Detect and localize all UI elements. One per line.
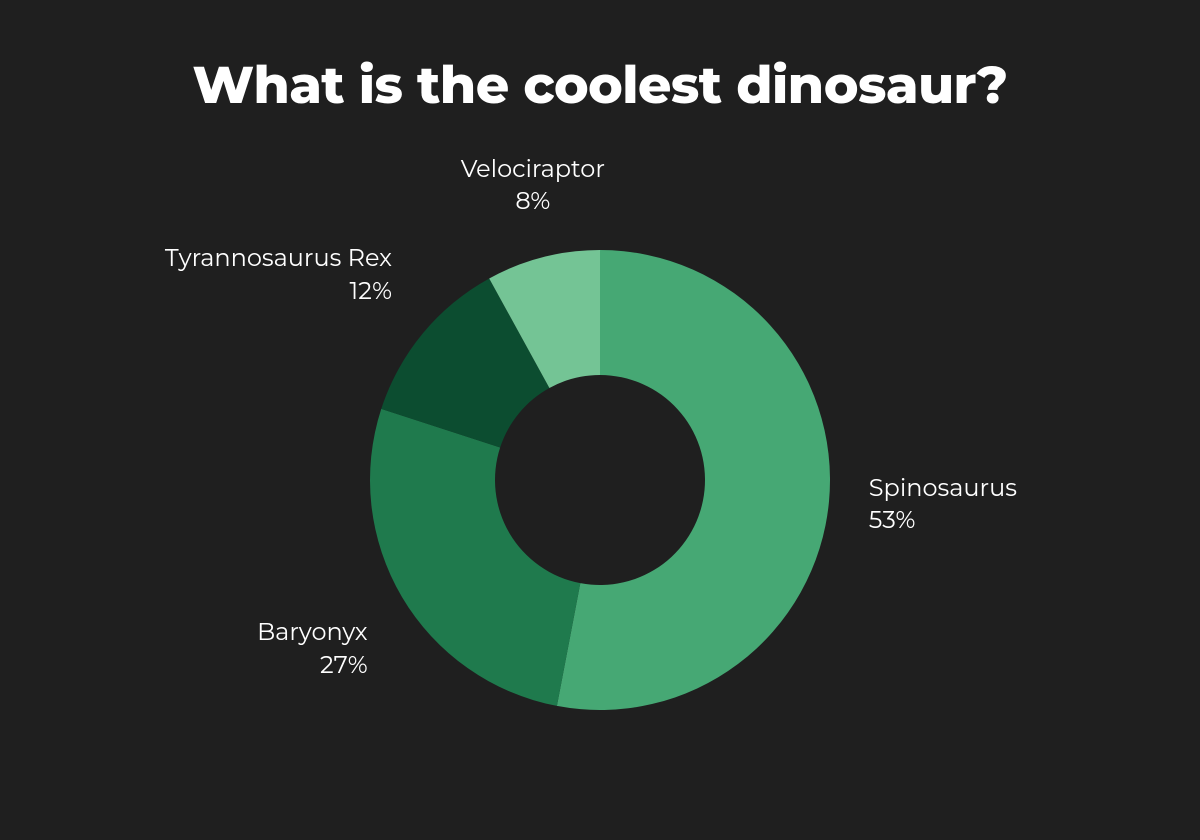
slice-pct: 12%: [132, 276, 392, 308]
slice-pct: 27%: [108, 650, 368, 682]
slice-name: Spinosaurus: [869, 473, 1129, 505]
slice-label: Baryonyx27%: [108, 617, 368, 682]
donut-chart: Spinosaurus53%Baryonyx27%Tyrannosaurus R…: [370, 250, 830, 710]
slice-pct: 53%: [869, 505, 1129, 537]
slice-label: Velociraptor8%: [403, 154, 663, 219]
slice-label: Tyrannosaurus Rex12%: [132, 243, 392, 308]
slice-label: Spinosaurus53%: [869, 473, 1129, 538]
chart-title: What is the coolest dinosaur?: [0, 54, 1200, 117]
donut-slice: [370, 409, 580, 706]
slice-pct: 8%: [403, 186, 663, 218]
donut-svg: [370, 250, 830, 710]
slice-name: Tyrannosaurus Rex: [132, 243, 392, 275]
slice-name: Baryonyx: [108, 617, 368, 649]
slice-name: Velociraptor: [403, 154, 663, 186]
